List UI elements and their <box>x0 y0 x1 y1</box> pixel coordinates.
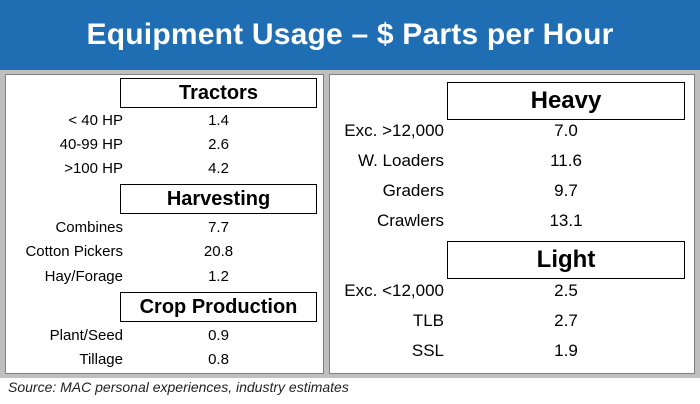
row-value: 13.1 <box>549 211 583 230</box>
row-label: Cotton Pickers <box>25 243 123 260</box>
table-row: Tillage 0.8 <box>6 351 323 375</box>
table-frame: Tractors < 40 HP 1.4 40-99 HP 2.6 >100 H… <box>0 70 700 378</box>
row-label: Exc. <12,000 <box>344 281 444 300</box>
table-row: Combines 7.7 <box>6 219 323 243</box>
row-label: Plant/Seed <box>49 327 123 344</box>
row-label: TLB <box>412 311 444 330</box>
table-row: Hay/Forage 1.2 <box>6 268 323 292</box>
table-row: TLB 2.7 <box>330 311 694 339</box>
table-row: 40-99 HP 2.6 <box>6 136 323 160</box>
table-row: Plant/Seed 0.9 <box>6 327 323 351</box>
table-row: >100 HP 4.2 <box>6 160 323 184</box>
row-value: 2.6 <box>208 136 229 153</box>
row-value: 1.9 <box>554 341 578 360</box>
table-row: SSL 1.9 <box>330 341 694 369</box>
row-value: 20.8 <box>203 243 234 260</box>
row-value: 7.0 <box>554 121 578 140</box>
table-row: < 40 HP 1.4 <box>6 112 323 136</box>
row-value: 0.8 <box>208 351 229 368</box>
row-label: Combines <box>55 219 123 236</box>
harvesting-header: Harvesting <box>120 184 317 214</box>
table-row: Graders 9.7 <box>330 181 694 209</box>
row-value: 0.9 <box>208 327 229 344</box>
row-value: 1.2 <box>208 268 229 285</box>
row-label: Crawlers <box>376 211 444 230</box>
crop-production-header: Crop Production <box>120 292 317 322</box>
row-label: Graders <box>382 181 444 200</box>
row-value: 2.7 <box>554 311 578 330</box>
title-banner: Equipment Usage – $ Parts per Hour <box>0 0 700 70</box>
row-label: 40-99 HP <box>59 136 123 153</box>
row-label: W. Loaders <box>358 151 444 170</box>
table-row: W. Loaders 11.6 <box>330 151 694 179</box>
table-row: Exc. >12,000 7.0 <box>330 121 694 149</box>
construction-panel: Heavy Exc. >12,000 7.0 W. Loaders 11.6 G… <box>329 74 695 374</box>
row-label: >100 HP <box>64 160 123 177</box>
table-row: Cotton Pickers 20.8 <box>6 243 323 267</box>
row-label: < 40 HP <box>68 112 123 129</box>
row-label: Hay/Forage <box>44 268 123 285</box>
row-value: 9.7 <box>554 181 578 200</box>
row-label: Exc. >12,000 <box>344 121 444 140</box>
row-value: 4.2 <box>208 160 229 177</box>
row-value: 7.7 <box>208 219 229 236</box>
row-label: Tillage <box>79 351 123 368</box>
heavy-header: Heavy <box>447 82 685 120</box>
light-header: Light <box>447 241 685 279</box>
row-label: SSL <box>411 341 444 360</box>
agriculture-panel: Tractors < 40 HP 1.4 40-99 HP 2.6 >100 H… <box>5 74 324 374</box>
table-row: Exc. <12,000 2.5 <box>330 281 694 309</box>
row-value: 2.5 <box>554 281 578 300</box>
table-row: Crawlers 13.1 <box>330 211 694 239</box>
source-note: Source: MAC personal experiences, indust… <box>8 379 349 395</box>
row-value: 1.4 <box>208 112 229 129</box>
row-value: 11.6 <box>550 151 582 170</box>
tractors-header: Tractors <box>120 78 317 108</box>
page-title: Equipment Usage – $ Parts per Hour <box>86 18 614 51</box>
